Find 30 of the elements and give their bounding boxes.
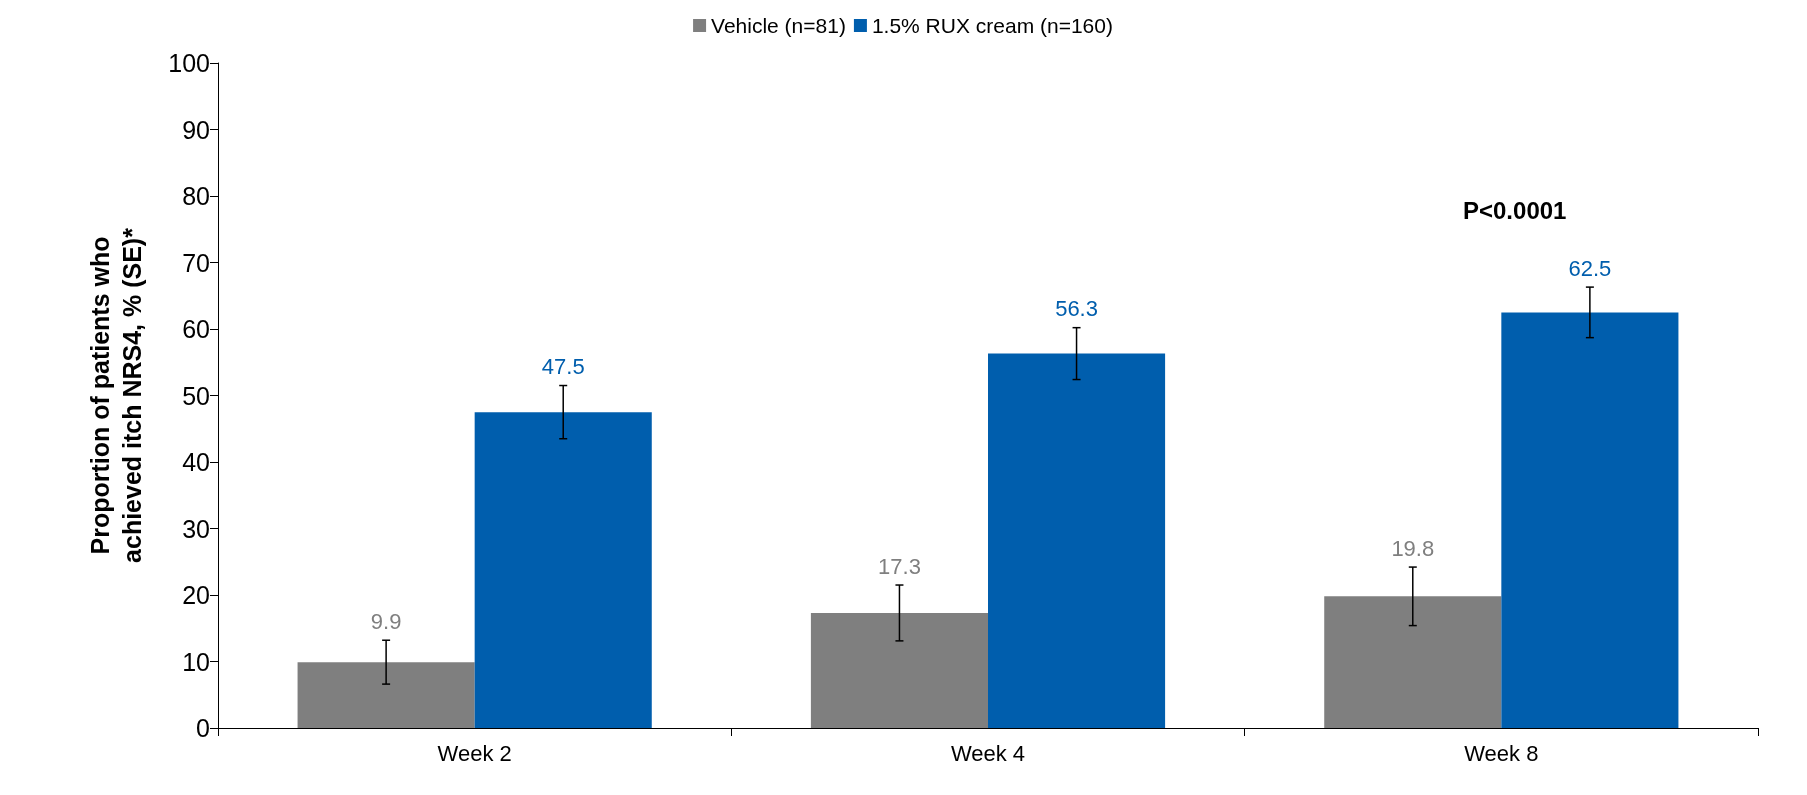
x-tick-label: Week 4 bbox=[950, 740, 1026, 766]
data-label: 17.3 bbox=[878, 553, 921, 579]
legend-label: Vehicle (n=81) bbox=[711, 14, 846, 37]
x-tick-label: Week 8 bbox=[1464, 740, 1539, 766]
bar bbox=[810, 612, 988, 728]
x-tick-label: Week 2 bbox=[437, 740, 512, 766]
data-label: 9.9 bbox=[370, 608, 402, 634]
y-tick-label: 40 bbox=[182, 448, 210, 476]
y-tick-label: 60 bbox=[182, 315, 210, 343]
y-tick-label: 90 bbox=[182, 115, 210, 144]
data-label: 62.5 bbox=[1568, 255, 1612, 281]
bar bbox=[1324, 596, 1502, 728]
bar bbox=[474, 412, 652, 728]
y-tick-label: 100 bbox=[168, 49, 210, 77]
y-tick-label: 0 bbox=[196, 714, 210, 742]
y-tick-label: 30 bbox=[182, 514, 210, 543]
legend-label: 1.5% RUX cream (n=160) bbox=[871, 14, 1113, 37]
bar bbox=[988, 353, 1166, 728]
y-tick-label: 20 bbox=[182, 581, 210, 609]
y-tick-label: 50 bbox=[182, 381, 210, 410]
y-tick-label: 80 bbox=[182, 182, 210, 210]
y-axis-title: Proportion of patients who achieved itch NRS4, % (SE)* bbox=[86, 227, 146, 563]
data-label: 19.8 bbox=[1391, 535, 1435, 561]
y-tick-label: 10 bbox=[182, 647, 210, 676]
data-label: 56.3 bbox=[1055, 296, 1098, 322]
y-tick-label: 70 bbox=[182, 248, 210, 277]
annotation: P<0.0001 bbox=[1463, 196, 1567, 224]
bar bbox=[297, 662, 475, 728]
bar bbox=[1501, 312, 1679, 728]
data-label: 47.5 bbox=[541, 354, 585, 380]
